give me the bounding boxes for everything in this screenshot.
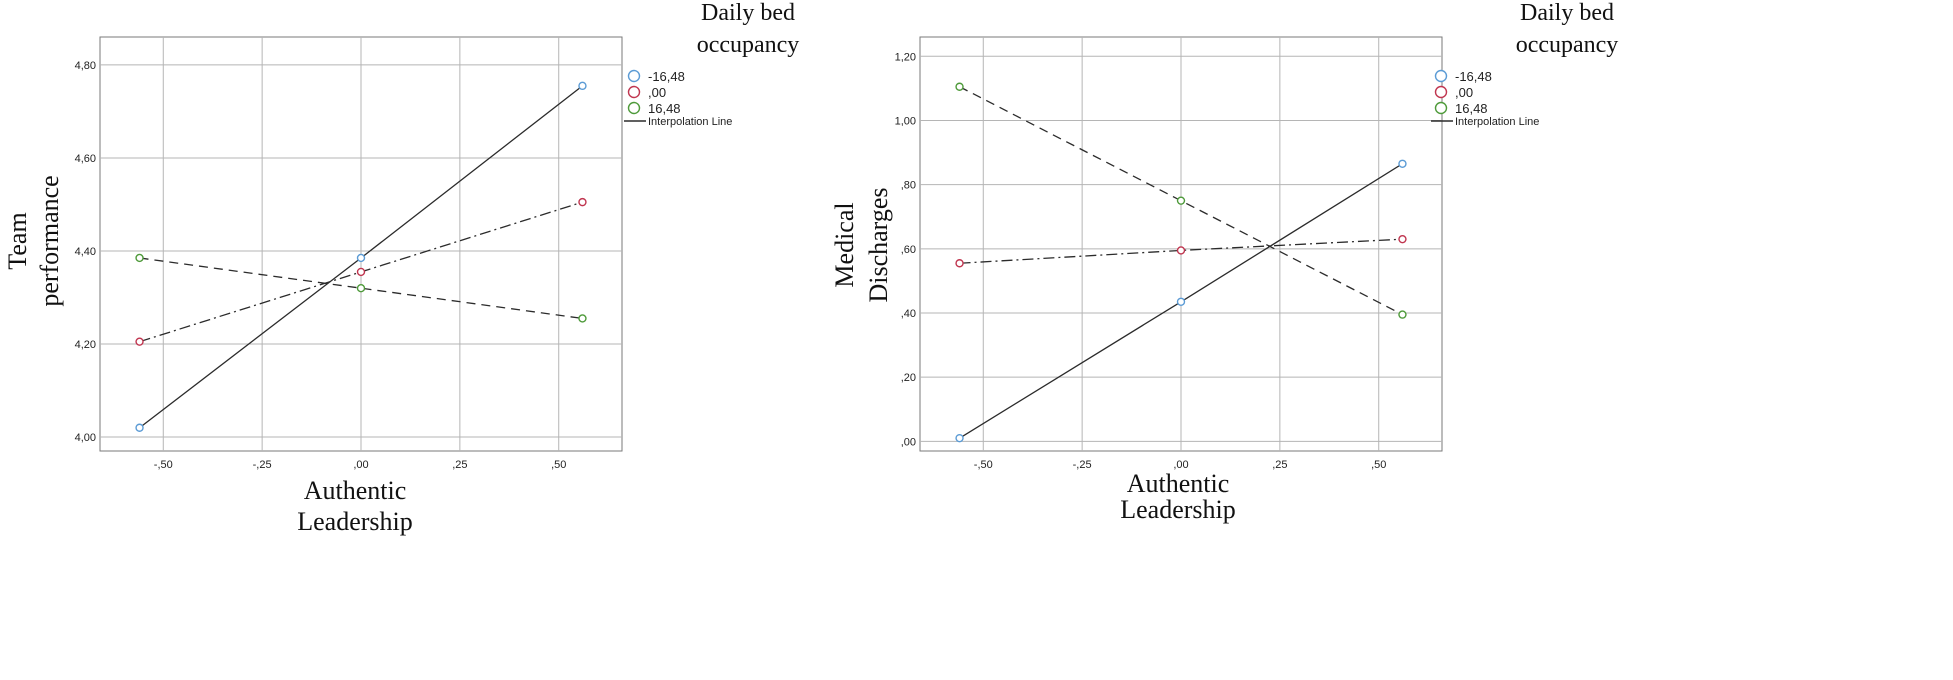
x-axis-title: Leadership [1120, 495, 1236, 524]
chart-team-performance: -,50 -,25 ,00 ,25 ,50 4,00 4,20 4,40 4,60 4,80 Tea… [3, 0, 799, 536]
data-point [356, 253, 366, 263]
y-axis-title: Medical [830, 202, 859, 287]
legend-title: Daily bed [701, 0, 795, 26]
y-tick-label: 4,40 [75, 246, 96, 258]
data-point [955, 259, 964, 268]
x-axis-title: Leadership [297, 507, 413, 536]
legend-title: occupancy [697, 32, 800, 58]
x-tick-label: ,50 [1371, 459, 1386, 471]
data-point [1176, 196, 1186, 205]
x-axis-title: Authentic [1127, 469, 1230, 498]
x-tick-label: ,00 [1173, 459, 1188, 471]
y-tick-label: 1,20 [895, 51, 916, 63]
x-tick-label: -,25 [1073, 459, 1092, 471]
y-tick-label: 4,00 [75, 432, 96, 444]
legend-interpolation-label: Interpolation Line [1455, 116, 1539, 128]
chart-medical-discharges: -,50 -,25 ,00 ,25 ,50 ,00 ,20 ,40 ,60 ,80 1,00 1,20… [830, 0, 1618, 524]
x-axis-title: Authentic [304, 476, 407, 505]
data-point [135, 337, 144, 346]
x-tick-label: ,50 [551, 459, 566, 471]
data-point [578, 314, 587, 323]
data-point [1176, 246, 1186, 255]
legend-marker [627, 69, 641, 83]
y-axis-title: Team [3, 212, 32, 269]
legend-interpolation-label: Interpolation Line [648, 116, 732, 128]
y-axis-title: Discharges [864, 187, 893, 302]
y-tick-label: ,80 [901, 180, 916, 192]
y-tick-label: ,60 [901, 244, 916, 256]
y-tick-label: ,20 [901, 372, 916, 384]
x-tick-label: -,25 [253, 459, 272, 471]
legend-label: -16,48 [648, 69, 685, 84]
legend-label: ,00 [648, 85, 666, 100]
data-point [1398, 310, 1407, 319]
legend-title: occupancy [1516, 32, 1619, 58]
y-tick-label: ,00 [901, 436, 916, 448]
y-tick-label: 1,00 [895, 115, 916, 127]
data-point [135, 423, 144, 432]
legend-marker [627, 85, 641, 99]
data-point [1176, 297, 1186, 306]
data-point [578, 197, 587, 207]
legend-label: 16,48 [648, 101, 681, 116]
y-tick-label: 4,60 [75, 153, 96, 165]
x-tick-label: ,25 [1272, 459, 1287, 471]
legend-title: Daily bed [1520, 0, 1614, 26]
x-tick-label: -,50 [154, 459, 173, 471]
data-point [1398, 234, 1407, 244]
series-line [959, 86, 1403, 316]
y-tick-label: 4,80 [75, 60, 96, 72]
legend-marker [1434, 101, 1448, 115]
legend-label: ,00 [1455, 85, 1473, 100]
x-tick-label: -,50 [974, 459, 993, 471]
y-axis-title: performance [35, 175, 64, 306]
legend-marker [627, 101, 641, 115]
y-tick-label: ,40 [901, 308, 916, 320]
data-point [1398, 159, 1407, 168]
legend-marker [1434, 85, 1448, 99]
x-tick-label: ,25 [452, 459, 467, 471]
legend-marker [1434, 69, 1448, 83]
data-point [135, 253, 144, 263]
legend-label: -16,48 [1455, 69, 1492, 84]
data-point [356, 283, 366, 293]
y-tick-label: 4,20 [75, 339, 96, 351]
data-point [955, 82, 964, 91]
data-point [578, 81, 587, 91]
series-line [959, 238, 1403, 264]
x-tick-label: ,00 [353, 459, 368, 471]
legend-label: 16,48 [1455, 101, 1488, 116]
data-point [955, 433, 964, 443]
data-point [356, 267, 366, 277]
